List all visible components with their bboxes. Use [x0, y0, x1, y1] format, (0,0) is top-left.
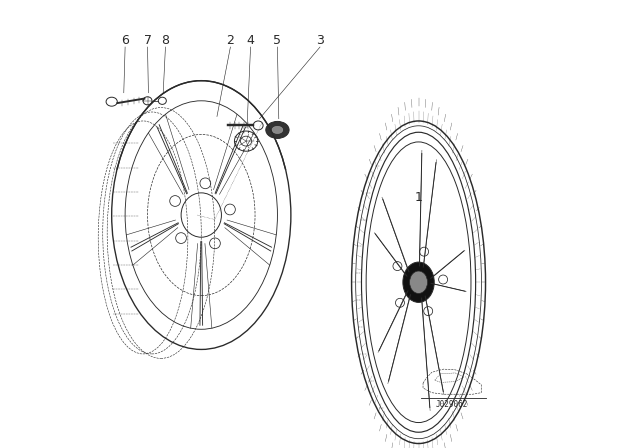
- Text: 6: 6: [121, 34, 129, 47]
- Text: 3: 3: [316, 34, 324, 47]
- Text: 5: 5: [273, 34, 282, 47]
- Text: 4: 4: [246, 34, 255, 47]
- Ellipse shape: [266, 121, 289, 138]
- Text: 2: 2: [227, 34, 234, 47]
- Text: 7: 7: [143, 34, 152, 47]
- Text: J029062: J029062: [436, 400, 468, 409]
- Ellipse shape: [410, 271, 428, 293]
- Ellipse shape: [403, 262, 434, 302]
- Text: 1: 1: [415, 190, 422, 204]
- Ellipse shape: [272, 126, 283, 134]
- Text: 8: 8: [161, 34, 170, 47]
